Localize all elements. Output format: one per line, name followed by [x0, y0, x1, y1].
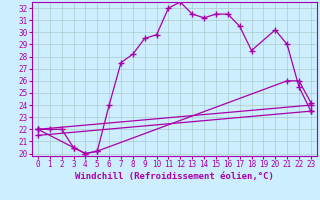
X-axis label: Windchill (Refroidissement éolien,°C): Windchill (Refroidissement éolien,°C)	[75, 172, 274, 181]
